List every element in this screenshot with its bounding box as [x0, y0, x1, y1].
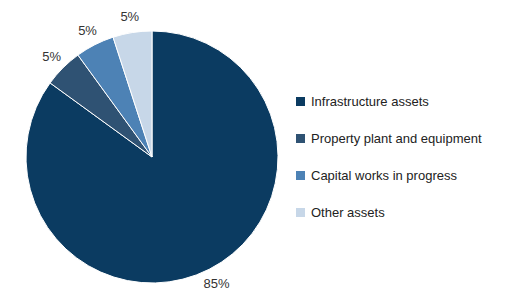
- svg-text:5%: 5%: [120, 9, 139, 24]
- svg-text:5%: 5%: [78, 23, 97, 38]
- html-text:Capital works in progress: Capital works in progress: [311, 168, 457, 183]
- html-text:Other assets: Other assets: [311, 205, 385, 220]
- svg-text:5%: 5%: [42, 49, 61, 64]
- html-text:Infrastructure assets: Infrastructure assets: [311, 94, 429, 109]
- html-text:Property plant and equipment: Property plant and equipment: [311, 131, 482, 146]
- svg-text:85%: 85%: [203, 276, 229, 291]
